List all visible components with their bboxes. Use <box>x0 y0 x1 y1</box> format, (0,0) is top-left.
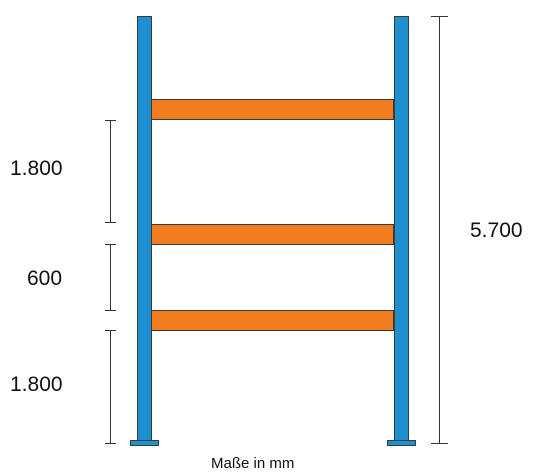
dimension-tick <box>105 120 116 121</box>
bottom-section-label: 1.800 <box>10 373 63 396</box>
dimension-line-total-height <box>439 16 440 444</box>
right-footplate <box>387 440 416 446</box>
total-height-label: 5.700 <box>470 219 523 242</box>
right-upright <box>394 16 409 444</box>
units-caption: Maße in mm <box>211 455 295 472</box>
middle-beam <box>151 224 394 245</box>
dimension-tick <box>431 443 448 444</box>
left-footplate <box>130 440 159 446</box>
dimension-tick <box>105 330 116 331</box>
dimension-tick <box>105 222 116 223</box>
dimension-line-bottom-section <box>110 330 111 444</box>
dimension-line-top-section <box>110 120 111 223</box>
left-upright <box>137 16 152 444</box>
bottom-beam <box>151 310 394 331</box>
dimension-tick <box>105 443 116 444</box>
middle-gap-label: 600 <box>27 267 63 290</box>
dimension-tick <box>431 16 448 17</box>
dimension-tick <box>105 310 116 311</box>
dimension-tick <box>105 244 116 245</box>
top-beam <box>151 99 394 120</box>
dimension-line-middle-gap <box>110 244 111 310</box>
top-section-label: 1.800 <box>10 157 63 180</box>
